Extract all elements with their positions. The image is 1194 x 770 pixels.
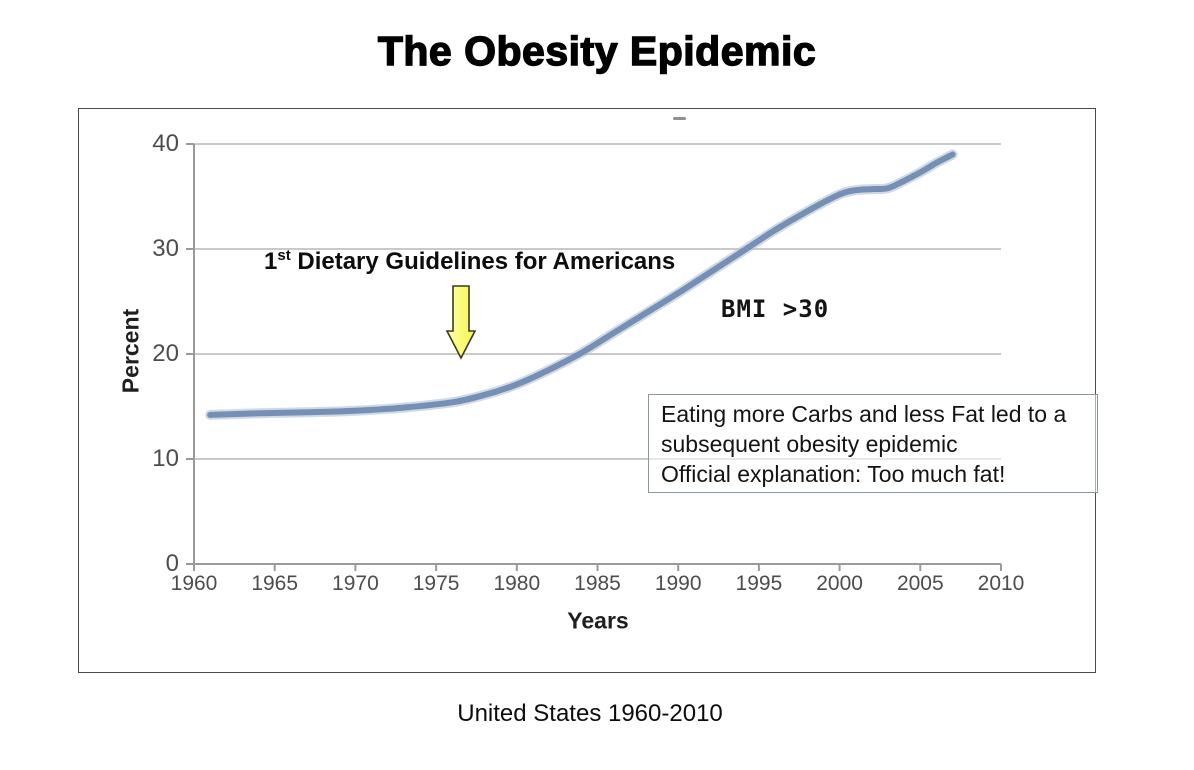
annotation-superscript: st	[277, 247, 291, 264]
caption: United States 1960-2010	[457, 700, 723, 727]
note-line: subsequent obesity epidemic	[661, 431, 958, 457]
x-tick-label: 1995	[735, 572, 783, 595]
bmi-series-label: BMI >30	[721, 295, 830, 323]
x-tick-label: 1985	[574, 572, 621, 595]
y-tick-label: 40	[152, 130, 179, 157]
x-tick-label: 1980	[493, 572, 541, 595]
annotation-text: Dietary Guidelines for Americans	[290, 248, 676, 275]
dietary-guidelines-annotation: 1st Dietary Guidelines for Americans	[264, 247, 675, 276]
x-tick-label: 2005	[896, 572, 944, 595]
tick-marks	[186, 143, 1002, 571]
y-tick-label: 0	[165, 550, 179, 577]
x-tick-label: 1975	[412, 572, 460, 595]
x-tick-label: 1960	[170, 572, 218, 595]
obesity-trend-line	[207, 151, 956, 418]
note-line: Official explanation: Too much fat!	[661, 461, 1006, 487]
y-tick-label: 20	[152, 340, 179, 367]
y-tick-label: 10	[152, 445, 179, 472]
x-tick-label: 2000	[816, 572, 863, 595]
annotation-prefix: 1	[264, 248, 278, 275]
chart-frame: Percent Years 0 10 20 30 40 1960 1965 1970 1975…	[78, 108, 1098, 673]
x-axis-title: Years	[567, 607, 629, 634]
page-title: The Obesity Epidemic	[377, 27, 817, 74]
artifact-dash	[673, 117, 686, 120]
x-tick-label: 1970	[332, 572, 379, 595]
note-line: Eating more Carbs and less Fat led to a	[661, 401, 1067, 427]
down-arrow-icon	[445, 285, 477, 360]
x-tick-label: 2010	[977, 572, 1025, 595]
x-tick-label: 1965	[251, 572, 299, 595]
y-tick-label: 30	[152, 235, 179, 262]
obesity-line-chart	[186, 143, 1002, 571]
x-tick-label: 1990	[654, 572, 702, 595]
note-box: Eating more Carbs and less Fat led to a …	[648, 394, 1098, 493]
